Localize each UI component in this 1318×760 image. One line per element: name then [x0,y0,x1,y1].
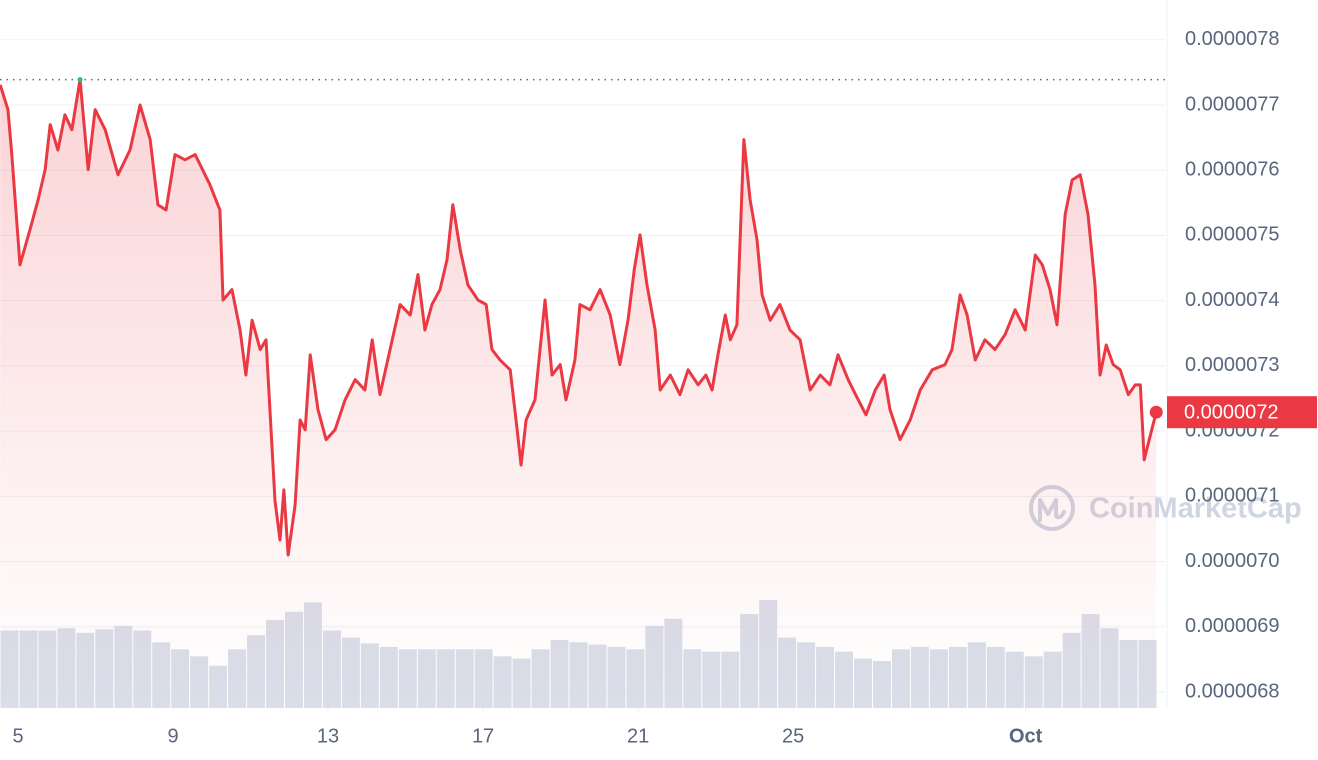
x-tick-label: 21 [627,725,649,747]
current-price-label: 0.0000072 [1184,401,1279,423]
y-tick-label: 0.0000071 [1185,485,1280,507]
price-area [0,79,1157,708]
y-tick-label: 0.0000069 [1185,615,1280,637]
y-tick-label: 0.0000068 [1185,680,1280,702]
y-tick-label: 0.0000074 [1185,289,1280,311]
current-price-tag [1167,396,1317,429]
y-tick-label: 0.0000076 [1185,159,1280,181]
high-marker [77,77,83,83]
plot-layer [0,77,1165,708]
label-layer: 0.0000078 0.0000077 0.0000076 0.0000075 0.00… [12,28,1317,747]
price-line [0,78,1158,557]
current-price-dot [1149,405,1163,419]
x-tick-label: 25 [782,725,804,747]
y-tick-label: 0.0000073 [1185,354,1280,376]
x-tick-label: 17 [472,725,494,747]
x-tick-label: 9 [167,725,178,747]
x-tick-label: 5 [12,725,23,747]
x-tick-label: Oct [1009,725,1043,747]
y-tick-label: 0.0000078 [1185,28,1280,50]
y-tick-label: 0.0000075 [1185,224,1280,246]
y-tick-label: 0.0000070 [1185,550,1280,572]
x-tick-label: 13 [317,725,339,747]
y-tick-label: 0.0000077 [1185,93,1280,115]
